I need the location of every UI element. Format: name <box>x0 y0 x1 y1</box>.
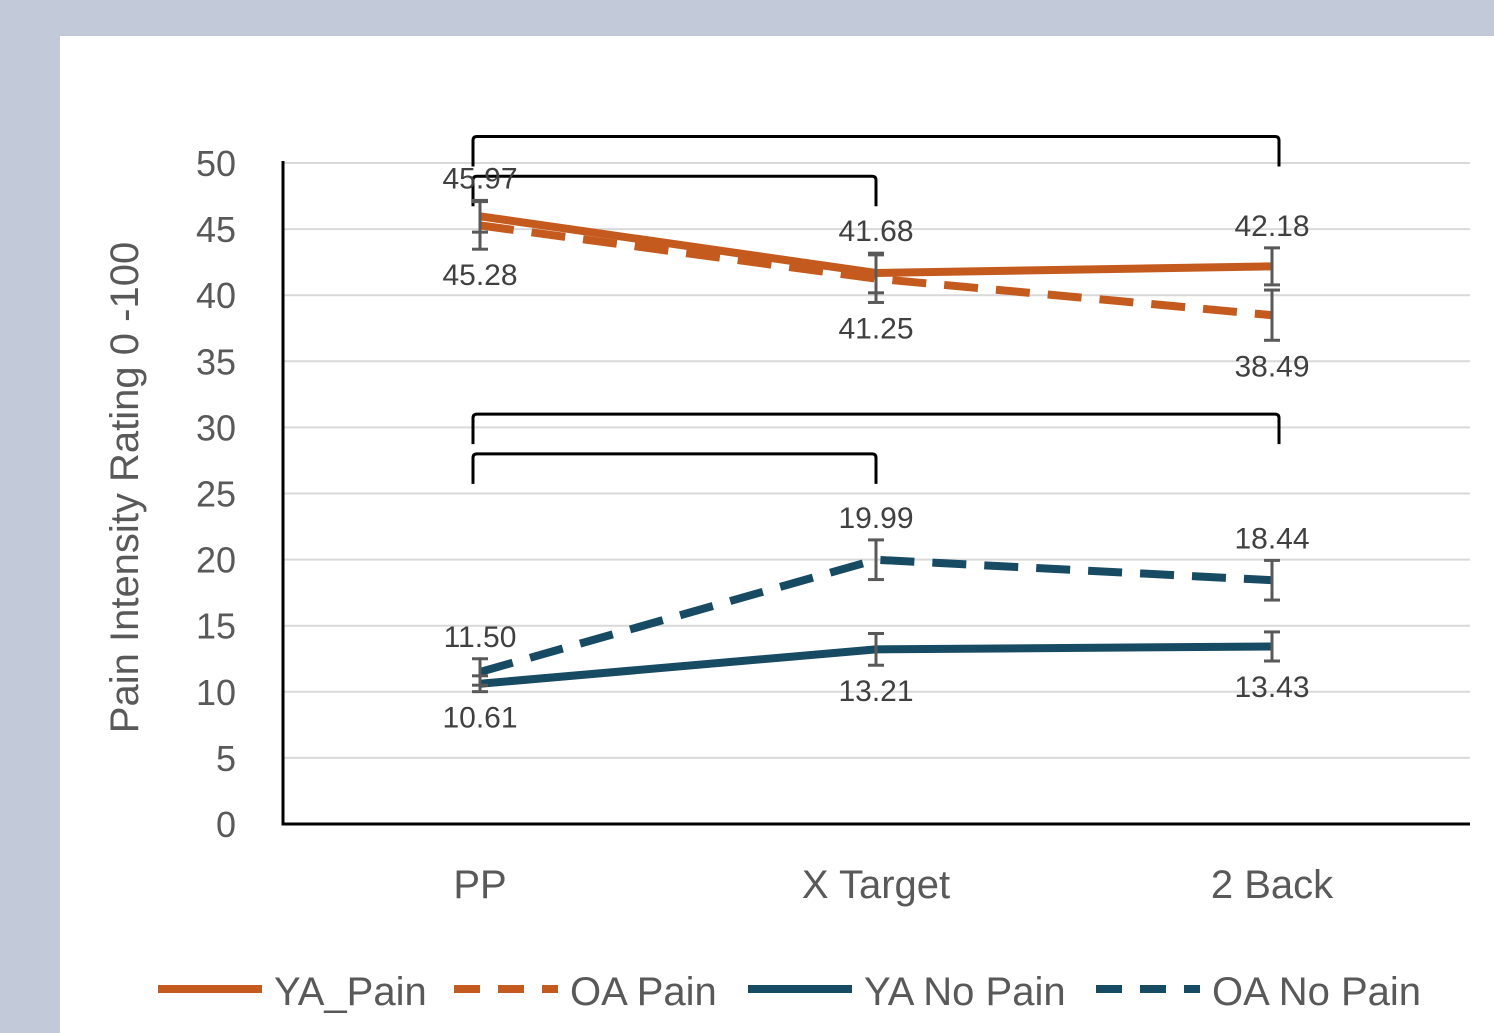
y-tick-label: 20 <box>196 540 236 581</box>
legend-item: OA No Pain <box>1096 970 1421 1014</box>
y-tick-label: 25 <box>196 474 236 515</box>
data-label: 38.49 <box>1234 350 1309 383</box>
significance-bracket <box>471 135 1281 167</box>
y-tick-label: 35 <box>196 341 236 382</box>
y-tick-labels: 0 5 10 15 20 25 30 35 40 45 50 <box>196 143 236 845</box>
error-bar <box>868 631 884 667</box>
data-label: 41.25 <box>838 312 913 345</box>
error-bar <box>472 200 488 251</box>
data-labels: 45.97 41.68 42.18 45.28 41.25 38.49 10.61 13.21… <box>442 162 1309 734</box>
data-label: 45.28 <box>442 259 517 292</box>
legend-label: OA No Pain <box>1212 970 1421 1014</box>
error-bar <box>1264 246 1280 287</box>
legend-label: OA Pain <box>570 970 717 1014</box>
data-label: 42.18 <box>1234 210 1309 243</box>
data-label: 11.50 <box>444 621 517 654</box>
error-bar <box>868 253 884 304</box>
line-chart: 0 5 10 15 20 25 30 35 40 45 50 PP X Target 2 Back Pa… <box>103 135 1470 1014</box>
y-tick-label: 30 <box>196 407 236 448</box>
series-line-oa-no-pain <box>478 555 1273 676</box>
y-tick-label: 40 <box>196 275 236 316</box>
data-label: 13.43 <box>1234 671 1309 704</box>
significance-bracket <box>471 174 878 207</box>
error-bar <box>1264 558 1280 602</box>
y-tick-label: 50 <box>196 143 236 184</box>
error-bar <box>472 657 488 687</box>
y-tick-label: 5 <box>216 738 236 779</box>
data-label: 13.21 <box>838 675 913 708</box>
axes <box>281 161 1470 826</box>
error-bars <box>472 198 1280 694</box>
x-tick-label: X Target <box>802 863 950 907</box>
y-tick-label: 15 <box>196 606 236 647</box>
y-tick-label: 45 <box>196 209 236 250</box>
significance-brackets <box>471 135 1281 484</box>
data-label: 41.68 <box>838 215 913 248</box>
legend: YA_Pain OA Pain YA No Pain OA No Pain <box>158 970 1421 1014</box>
legend-label: YA_Pain <box>274 970 427 1014</box>
legend-item: YA_Pain <box>158 970 427 1014</box>
significance-bracket <box>471 452 878 484</box>
data-label: 45.97 <box>442 162 517 195</box>
x-tick-label: PP <box>453 863 506 907</box>
chart-container: 0 5 10 15 20 25 30 35 40 45 50 PP X Target 2 Back Pa… <box>60 36 1494 1033</box>
legend-item: YA No Pain <box>748 970 1066 1014</box>
significance-bracket <box>471 412 1281 445</box>
error-bar <box>1264 288 1280 342</box>
data-label: 10.61 <box>442 702 517 735</box>
error-bar <box>1264 630 1280 663</box>
x-tick-label: 2 Back <box>1211 863 1334 907</box>
data-label: 18.44 <box>1234 522 1309 555</box>
series-line-oa-pain <box>479 221 1273 320</box>
x-tick-labels: PP X Target 2 Back <box>453 863 1334 907</box>
legend-label: YA No Pain <box>864 970 1066 1014</box>
data-label: 19.99 <box>838 502 913 535</box>
y-axis-label: Pain Intensity Rating 0 -100 <box>103 242 147 733</box>
error-bar <box>868 538 884 582</box>
legend-item: OA Pain <box>454 970 717 1014</box>
y-tick-label: 10 <box>196 672 236 713</box>
y-tick-label: 0 <box>216 804 236 845</box>
